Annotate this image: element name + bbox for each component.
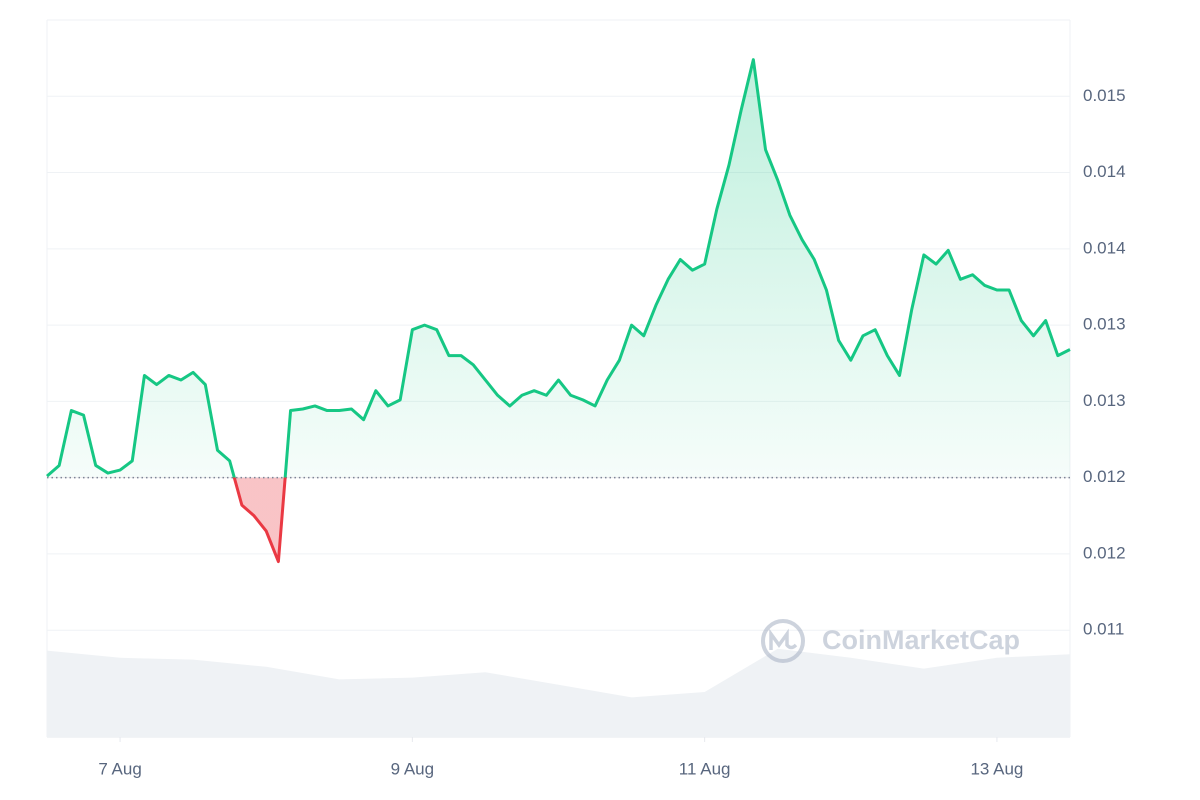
watermark-logo — [761, 619, 805, 663]
price-area — [47, 59, 1070, 562]
y-tick-label: 0.013 — [1083, 315, 1126, 334]
x-tick-label: 11 Aug — [679, 759, 731, 778]
y-tick-label: 0.015 — [1083, 86, 1126, 105]
volume-area — [47, 648, 1070, 737]
y-tick-label: 0.012 — [1083, 467, 1126, 486]
watermark: CoinMarketCap — [761, 619, 1020, 663]
y-tick-label: 0.012 — [1083, 543, 1126, 562]
y-tick-label: 0.014 — [1083, 238, 1126, 257]
watermark-text: CoinMarketCap — [822, 625, 1020, 655]
price-line — [46, 58, 1071, 564]
y-tick-label: 0.011 — [1083, 620, 1124, 639]
x-tick-label: 9 Aug — [391, 759, 435, 778]
x-tick-label: 7 Aug — [98, 759, 142, 778]
y-tick-label: 0.014 — [1083, 162, 1126, 181]
volume-layer — [47, 648, 1070, 737]
x-tick-label: 13 Aug — [970, 759, 1023, 778]
plot-layer — [46, 58, 1071, 564]
y-tick-label: 0.013 — [1083, 391, 1126, 410]
watermark-logo — [769, 628, 798, 650]
